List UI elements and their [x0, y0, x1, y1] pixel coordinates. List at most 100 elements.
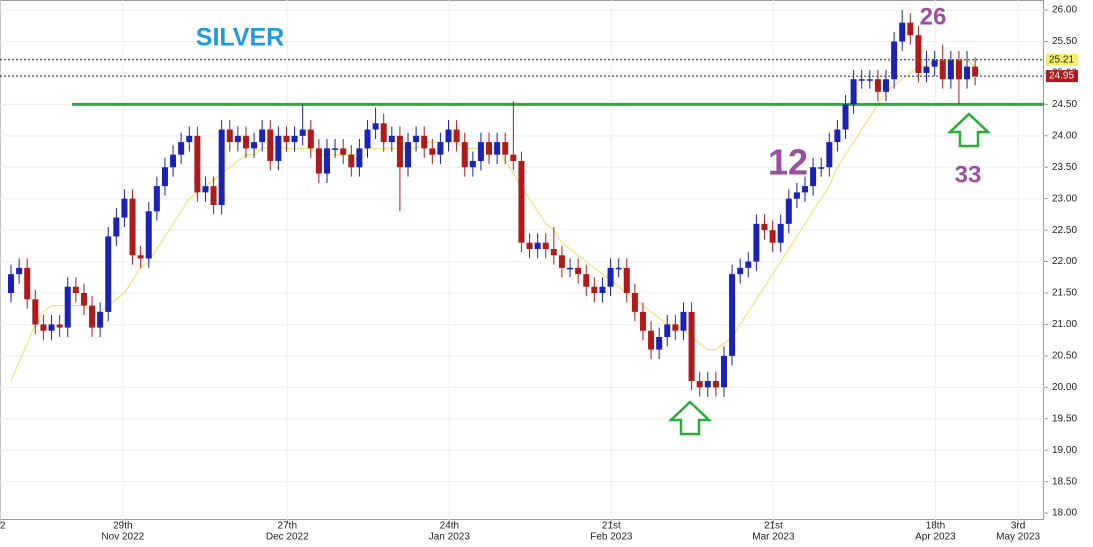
candle-body [56, 324, 63, 328]
candle-body [8, 274, 15, 294]
candle-body [955, 60, 962, 80]
candle-body [631, 293, 638, 312]
candle-body [291, 135, 298, 143]
up-arrow [667, 400, 713, 436]
candle-body [931, 60, 938, 67]
candle-body [453, 129, 460, 143]
candle-body [745, 261, 752, 268]
x-tick-label: 29th [113, 521, 132, 532]
candle-body [534, 242, 541, 249]
y-tick-label: 22.00 [1052, 256, 1077, 267]
candle-body [964, 66, 971, 80]
candle-body [737, 267, 744, 275]
candle-body [186, 135, 193, 143]
annotation: 12 [768, 142, 808, 183]
y-tick-label: 20.00 [1052, 382, 1077, 393]
candle-body [720, 355, 727, 388]
candle-body [494, 142, 501, 155]
moving-average-line [10, 59, 976, 382]
candle-body [826, 142, 833, 168]
candle-body [210, 186, 217, 205]
candle-body [64, 286, 71, 328]
candle-body [242, 135, 249, 149]
candle-body [80, 293, 87, 306]
candle-body [648, 330, 655, 350]
candle-body [48, 324, 55, 331]
candle-body [567, 267, 574, 270]
candle-body [672, 324, 679, 331]
candle-body [761, 223, 768, 231]
candle-body [348, 154, 355, 168]
candle-body [170, 154, 177, 168]
x-tick-label: 24th [440, 521, 459, 532]
candle-body [518, 160, 525, 243]
candle-body [664, 324, 671, 338]
price-label: 25.21 [1049, 54, 1074, 65]
candle-body [599, 286, 606, 294]
candle-body [972, 66, 979, 77]
y-tick-label: 23.50 [1052, 162, 1077, 173]
candle-body [445, 129, 452, 143]
candle-body [315, 148, 322, 174]
candle-body [32, 299, 39, 325]
candle-body [194, 135, 201, 193]
candle-body [818, 167, 825, 169]
candle-body [656, 337, 663, 350]
candle-body [161, 167, 168, 187]
candle-body [680, 311, 687, 331]
candle-body [226, 129, 233, 143]
x-tick-label: 27th [278, 521, 297, 532]
candle-body [380, 123, 387, 143]
candle-body [299, 129, 306, 136]
candle-body [364, 129, 371, 149]
candle-body [178, 142, 185, 155]
candle-body [105, 236, 112, 312]
candle-body [129, 198, 136, 256]
y-tick-label: 21.50 [1052, 288, 1077, 299]
candle-body [810, 167, 817, 187]
candle-body [729, 274, 736, 356]
up-arrow [946, 112, 992, 148]
candle-body [850, 79, 857, 105]
candle-body [688, 311, 695, 382]
candle-body [801, 186, 808, 193]
candle-body [883, 79, 890, 92]
y-tick-label: 19.00 [1052, 445, 1077, 456]
candle-body [834, 129, 841, 143]
candle-body [24, 267, 31, 300]
candle-body [899, 22, 906, 42]
candle-body [753, 223, 760, 262]
x-tick-label: 21st [764, 521, 783, 532]
x-tick-sublabel: Mar 2023 [752, 532, 795, 543]
candle-body [915, 35, 922, 73]
y-tick-label: 24.50 [1052, 99, 1077, 110]
x-tick-sublabel: Nov 2022 [101, 532, 144, 543]
candle-body [874, 79, 881, 92]
candle-body [16, 267, 23, 275]
candle-body [526, 242, 533, 249]
candle-body [542, 242, 549, 249]
candle-body [477, 142, 484, 161]
candle-body [558, 255, 565, 268]
x-tick-label: 21st [602, 521, 621, 532]
x-tick-label: 2 [0, 521, 6, 532]
candle-body [340, 148, 347, 155]
candle-body [113, 217, 120, 237]
candle-body [510, 154, 517, 161]
x-tick-sublabel: May 2023 [996, 532, 1040, 543]
x-tick-label: 3rd [1011, 521, 1025, 532]
candle-body [372, 123, 379, 130]
y-tick-label: 24.00 [1052, 130, 1077, 141]
y-tick-label: 23.00 [1052, 193, 1077, 204]
candle-body [639, 311, 646, 331]
candle-body [153, 186, 160, 212]
y-tick-label: 22.50 [1052, 225, 1077, 236]
candle-body [704, 381, 711, 388]
chart-title: SILVER [196, 24, 284, 52]
y-tick-label: 26.00 [1052, 5, 1077, 16]
candle-body [388, 135, 395, 143]
candle-body [469, 160, 476, 168]
candle-body [396, 135, 403, 168]
